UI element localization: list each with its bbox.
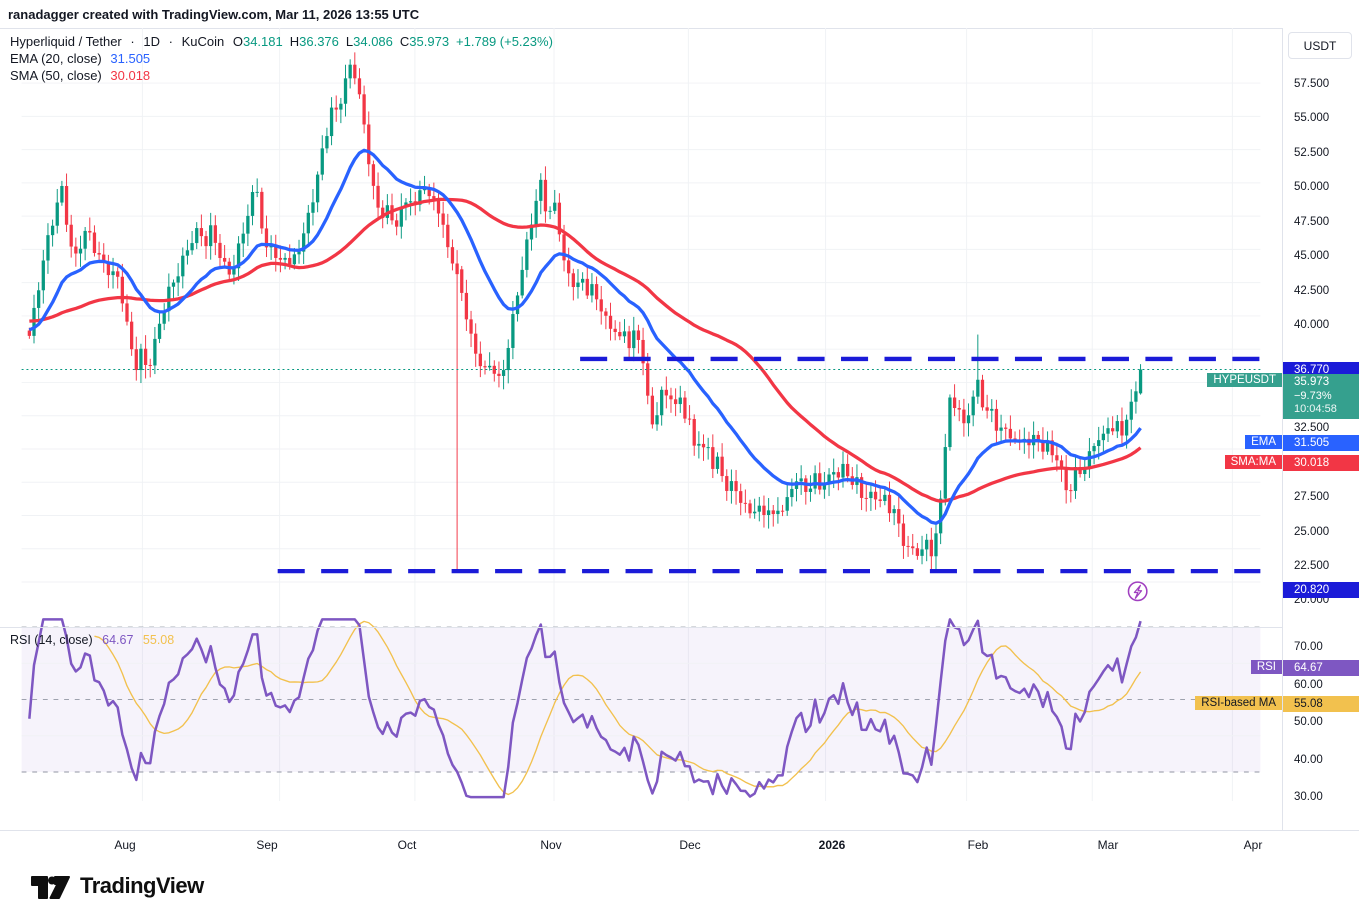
- interval-label: 1D: [143, 34, 160, 49]
- rsi-ma-name-label: RSI-based MA: [1195, 695, 1282, 710]
- rsi-tick: 60.00: [1294, 678, 1323, 691]
- rsi-ma-value-badge: 55.08: [1283, 695, 1359, 712]
- open-key: O: [232, 34, 243, 49]
- pane-separator[interactable]: [0, 627, 1359, 628]
- open-value: 34.181: [242, 34, 283, 49]
- price-axis[interactable]: USDT 57.500 55.000 52.500 50.000 47.500 45.00…: [1283, 28, 1359, 830]
- price-tick: 47.500: [1294, 215, 1330, 228]
- legend-separator: ·: [168, 34, 173, 49]
- rsi-ma-value: 55.08: [142, 633, 175, 647]
- legend-separator: ·: [130, 34, 135, 49]
- price-tick: 55.000: [1294, 112, 1330, 125]
- rsi-name-label: RSI: [1250, 659, 1282, 674]
- low-value: 34.086: [353, 34, 393, 49]
- support-level-badge: 20.820: [1283, 582, 1359, 599]
- currency-toggle-button[interactable]: USDT: [1288, 32, 1352, 59]
- sma-value-badge: 30.018: [1283, 455, 1359, 472]
- rsi-value-badge: 64.67: [1283, 659, 1359, 676]
- sma-value: 30.018: [110, 68, 151, 83]
- rsi-tick: 40.00: [1294, 753, 1323, 766]
- ema-value-badge: 31.505: [1283, 434, 1359, 451]
- price-tick: 50.000: [1294, 181, 1330, 194]
- time-tick-Mar: Mar: [1097, 838, 1119, 852]
- chart-legend: Hyperliquid / Tether · 1D · KuCoin O34.1…: [10, 33, 560, 84]
- rsi-legend-row[interactable]: RSI (14, close) 64.67 55.08: [10, 633, 174, 647]
- low-key: L: [345, 34, 354, 49]
- last-price: 35.973: [1294, 376, 1330, 389]
- ema-legend-row[interactable]: EMA (20, close) 31.505: [10, 50, 560, 67]
- time-tick-Sep: Sep: [256, 838, 278, 852]
- price-tick: 42.500: [1294, 284, 1330, 297]
- footer: TradingView: [0, 858, 1359, 915]
- price-axis-divider: [1282, 28, 1283, 858]
- price-tick: 22.500: [1294, 559, 1330, 572]
- tradingview-logo-icon: [31, 876, 70, 899]
- ema-label: EMA (20, close): [10, 51, 102, 66]
- price-tick: 40.000: [1294, 318, 1330, 331]
- time-axis-divider: [0, 830, 1359, 831]
- change-percent: −9.73%: [1294, 389, 1332, 402]
- ema-value: 31.505: [110, 51, 151, 66]
- time-tick-Aug: Aug: [114, 838, 136, 852]
- symbol-legend-row[interactable]: Hyperliquid / Tether · 1D · KuCoin O34.1…: [10, 33, 560, 50]
- symbol-price-badge: 35.973 −9.73% 10:04:58: [1283, 374, 1359, 419]
- time-tick-Dec: Dec: [679, 838, 701, 852]
- rsi-value: 64.67: [102, 633, 134, 647]
- sma-legend-row[interactable]: SMA (50, close) 30.018: [10, 67, 560, 84]
- rsi-tick: 50.00: [1294, 716, 1323, 728]
- price-and-rsi-chart-canvas[interactable]: [0, 28, 1282, 830]
- watermark-credit: ranadagger created with TradingView.com,…: [8, 7, 420, 22]
- high-key: H: [289, 34, 300, 49]
- price-tick: 25.000: [1294, 525, 1330, 538]
- change-value: +1.789 (+5.23%): [456, 34, 553, 49]
- symbol-name-label: HYPEUSDT: [1207, 373, 1282, 388]
- time-tick-Apr: Apr: [1243, 838, 1263, 852]
- sma-label: SMA (50, close): [10, 68, 102, 83]
- bar-countdown: 10:04:58: [1294, 403, 1337, 416]
- sma-name-label: SMA:MA: [1224, 455, 1282, 470]
- lightning-alert-button[interactable]: [1133, 584, 1143, 599]
- symbol-title: Hyperliquid / Tether: [10, 34, 122, 49]
- exchange-label: KuCoin: [181, 34, 225, 49]
- high-value: 36.376: [299, 34, 339, 49]
- ema-name-label: EMA: [1245, 434, 1282, 449]
- header-divider: [0, 28, 1359, 29]
- time-tick-Nov: Nov: [540, 838, 562, 852]
- time-tick-Feb: Feb: [967, 838, 989, 852]
- time-axis[interactable]: Aug Sep Oct Nov Dec 2026 Feb Mar Apr: [0, 831, 1359, 858]
- close-value: 35.973: [409, 34, 450, 49]
- rsi-tick: 30.00: [1294, 791, 1323, 803]
- price-tick: 32.500: [1294, 422, 1330, 435]
- price-tick: 52.500: [1294, 146, 1330, 159]
- rsi-tick: 70.00: [1294, 641, 1323, 653]
- price-tick: 27.500: [1294, 491, 1330, 504]
- axis-corner: [1283, 831, 1359, 858]
- price-tick: 57.500: [1294, 78, 1330, 90]
- tradingview-logo[interactable]: TradingView: [30, 868, 204, 904]
- time-tick-2026: 2026: [818, 838, 846, 852]
- close-key: C: [399, 34, 410, 49]
- time-tick-Oct: Oct: [397, 838, 417, 852]
- price-tick: 45.000: [1294, 250, 1330, 263]
- tradingview-logo-text: TradingView: [80, 873, 204, 898]
- rsi-label: RSI (14, close): [10, 633, 93, 647]
